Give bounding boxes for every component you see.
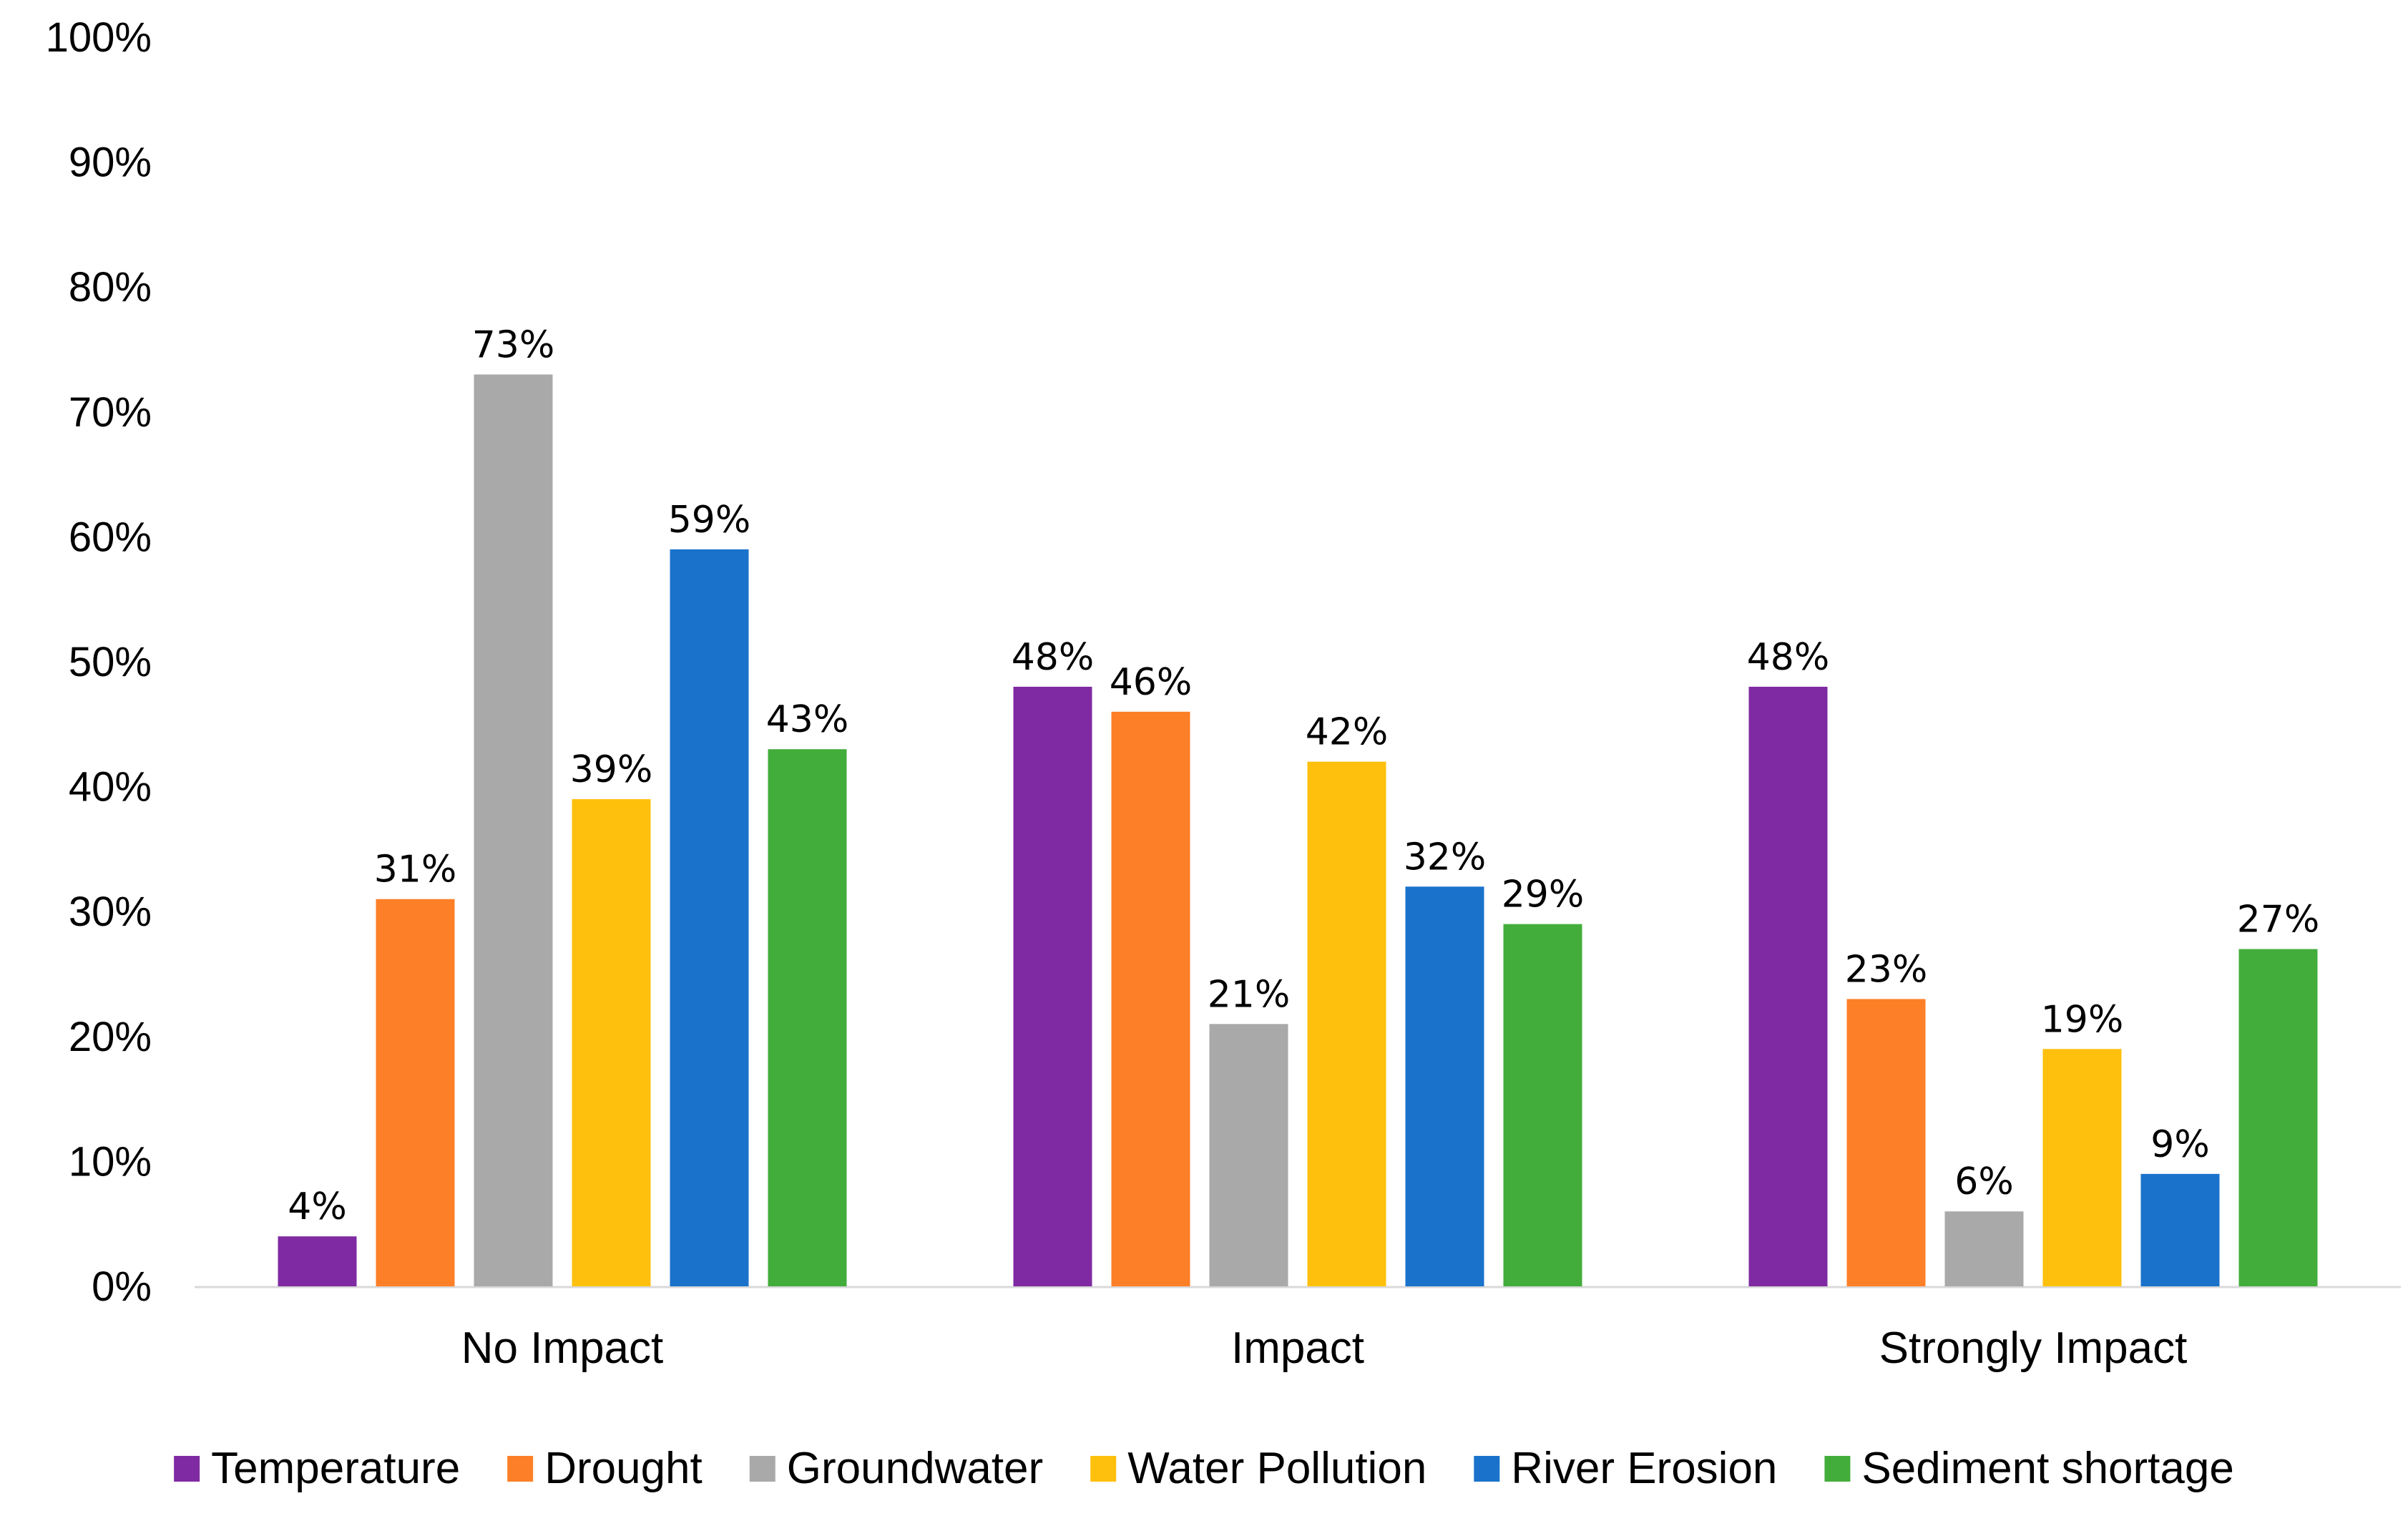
data-labels-group: 4% 31% 73% 39% 59% 43% 48% 46% 21% 42% 32% 29% 48% 23… <box>288 323 2319 1228</box>
y-tick-label: 70% <box>69 389 152 436</box>
legend-label: Temperature <box>211 1444 460 1493</box>
bar-water-pollution <box>1307 761 1386 1286</box>
bar-river-erosion <box>670 549 749 1286</box>
data-label: 39% <box>570 748 653 791</box>
data-label: 46% <box>1110 661 1193 704</box>
data-label: 4% <box>288 1185 347 1228</box>
data-label: 73% <box>472 323 555 366</box>
bar-water-pollution <box>2042 1049 2122 1286</box>
bar-drought <box>1846 999 1926 1286</box>
data-label: 23% <box>1845 948 1928 991</box>
category-labels: No Impact Impact Strongly Impact <box>461 1324 2188 1373</box>
bars-group <box>278 374 2318 1287</box>
bar-groundwater <box>474 374 553 1287</box>
y-tick-label: 40% <box>69 764 152 811</box>
bar-sediment-shortage <box>2238 949 2318 1286</box>
bar-river-erosion <box>2140 1173 2220 1286</box>
data-label: 29% <box>1502 874 1585 916</box>
data-label: 21% <box>1208 973 1291 1016</box>
bar-groundwater <box>1209 1024 1288 1286</box>
data-label: 48% <box>1747 636 1830 679</box>
legend-label: Water Pollution <box>1127 1444 1426 1493</box>
bar-river-erosion <box>1405 886 1484 1286</box>
category-label: Impact <box>1231 1324 1364 1373</box>
bar-temperature <box>1013 686 1092 1286</box>
bar-temperature <box>278 1236 357 1286</box>
legend: Temperature Drought Groundwater Water Pollu… <box>174 1444 2234 1493</box>
legend-swatch <box>749 1456 775 1482</box>
y-tick-label: 30% <box>69 889 152 935</box>
bar-sediment-shortage <box>1503 924 1582 1286</box>
data-label: 32% <box>1404 836 1487 879</box>
bar-temperature <box>1748 686 1828 1286</box>
data-label: 42% <box>1306 711 1389 754</box>
legend-label: Sediment shortage <box>1861 1444 2233 1493</box>
data-label: 19% <box>2041 998 2124 1041</box>
category-label: No Impact <box>461 1324 664 1373</box>
data-label: 9% <box>2150 1123 2210 1166</box>
data-label: 48% <box>1012 636 1095 679</box>
legend-label: Groundwater <box>787 1444 1043 1493</box>
data-label: 27% <box>2237 899 2320 941</box>
legend-label: River Erosion <box>1511 1444 1777 1493</box>
y-tick-label: 20% <box>69 1014 152 1060</box>
legend-swatch <box>1824 1456 1851 1482</box>
legend-swatch <box>174 1456 200 1482</box>
bar-drought <box>1111 711 1190 1286</box>
legend-swatch <box>507 1456 534 1482</box>
y-tick-label: 90% <box>69 140 152 186</box>
bar-drought <box>376 899 455 1286</box>
bar-sediment-shortage <box>768 749 847 1286</box>
data-label: 59% <box>668 499 751 542</box>
y-tick-label: 10% <box>69 1138 152 1185</box>
data-label: 6% <box>1954 1160 2014 1203</box>
data-label: 43% <box>766 698 849 741</box>
y-tick-label: 50% <box>69 639 152 685</box>
y-tick-label: 0% <box>92 1263 152 1310</box>
data-label: 31% <box>374 848 457 891</box>
legend-label: Drought <box>544 1444 703 1493</box>
y-tick-label: 100% <box>46 14 152 61</box>
category-label: Strongly Impact <box>1879 1324 2188 1373</box>
y-axis-ticks: 0% 10% 20% 30% 40% 50% 60% 70% 80% 90% 100% <box>46 14 152 1310</box>
bar-water-pollution <box>572 799 651 1286</box>
legend-swatch <box>1090 1456 1117 1482</box>
y-tick-label: 80% <box>69 264 152 310</box>
y-tick-label: 60% <box>69 514 152 560</box>
legend-swatch <box>1474 1456 1500 1482</box>
bar-groundwater <box>1944 1211 2024 1286</box>
